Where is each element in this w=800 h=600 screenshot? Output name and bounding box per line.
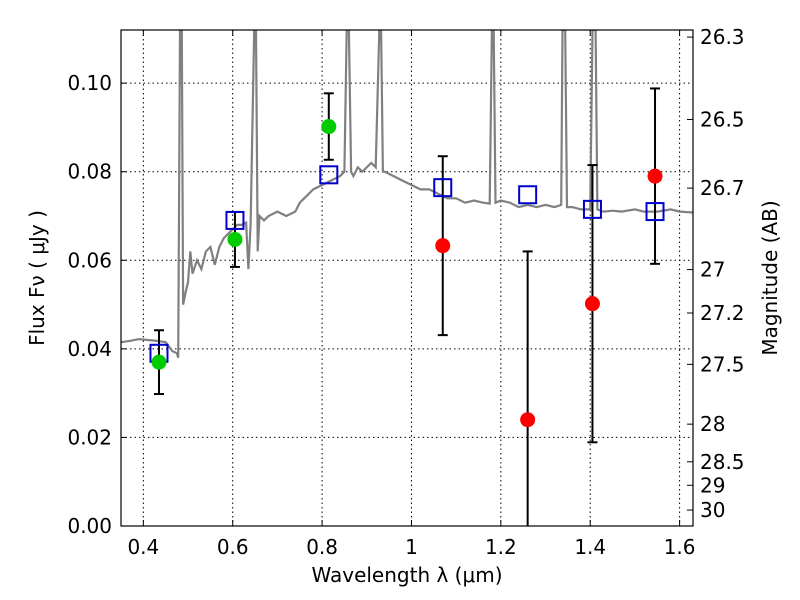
x-tick-label: 1.6	[664, 535, 696, 559]
flux-red-point	[584, 296, 600, 312]
spectrum-line	[121, 30, 693, 359]
y-tick-label: 0.10	[67, 71, 112, 95]
x-tick-label: 1	[405, 535, 418, 559]
y2-tick-label: 26.5	[700, 107, 745, 131]
y2-tick-label: 28	[700, 412, 725, 436]
x-tick-label: 0.8	[306, 535, 338, 559]
model-square-marker	[645, 202, 665, 222]
detection-green-point	[227, 231, 243, 247]
detection-green-point	[321, 119, 337, 135]
y2-tick-label: 27.2	[700, 301, 745, 325]
axis-ticks	[121, 30, 693, 527]
model-square-marker	[433, 178, 453, 198]
x-tick-label: 1.2	[485, 535, 517, 559]
y2-tick-label: 27	[700, 258, 725, 282]
model-square-marker	[582, 199, 602, 219]
y2-axis-label: Magnitude (AB)	[758, 200, 782, 355]
y-tick-label: 0.00	[67, 514, 112, 538]
model-square-marker	[518, 185, 538, 205]
x-axis-label: Wavelength λ (μm)	[311, 563, 502, 587]
x-tick-label: 1.4	[574, 535, 606, 559]
y2-tick-label: 27.5	[700, 352, 745, 376]
y2-tick-label: 26.3	[700, 25, 745, 49]
y2-tick-label: 28.5	[700, 450, 745, 474]
y2-tick-label: 26.7	[700, 176, 745, 200]
y-tick-label: 0.04	[67, 337, 112, 361]
y2-tick-label: 30	[700, 498, 725, 522]
detection-green-point	[151, 354, 167, 370]
plot-frame	[120, 29, 694, 527]
y-tick-label: 0.06	[67, 248, 112, 272]
flux-red-point	[647, 168, 663, 184]
tick-labels: 0.4 0.6 0.8 1 1.2 1.4 1.6 0.00 0.02 0.04 0.06 0.08 0…	[67, 25, 744, 559]
flux-red-point	[520, 412, 536, 428]
x-tick-label: 0.4	[127, 535, 159, 559]
y-axis-label: Flux Fν ( μJy )	[25, 210, 49, 346]
x-tick-label: 0.6	[217, 535, 249, 559]
flux-red-point	[435, 238, 451, 254]
data-markers	[149, 119, 665, 428]
y2-tick-label: 29	[700, 473, 725, 497]
model-square-marker	[225, 210, 245, 230]
y-tick-label: 0.02	[67, 425, 112, 449]
y-tick-label: 0.08	[67, 160, 112, 184]
model-square-marker	[319, 165, 339, 185]
